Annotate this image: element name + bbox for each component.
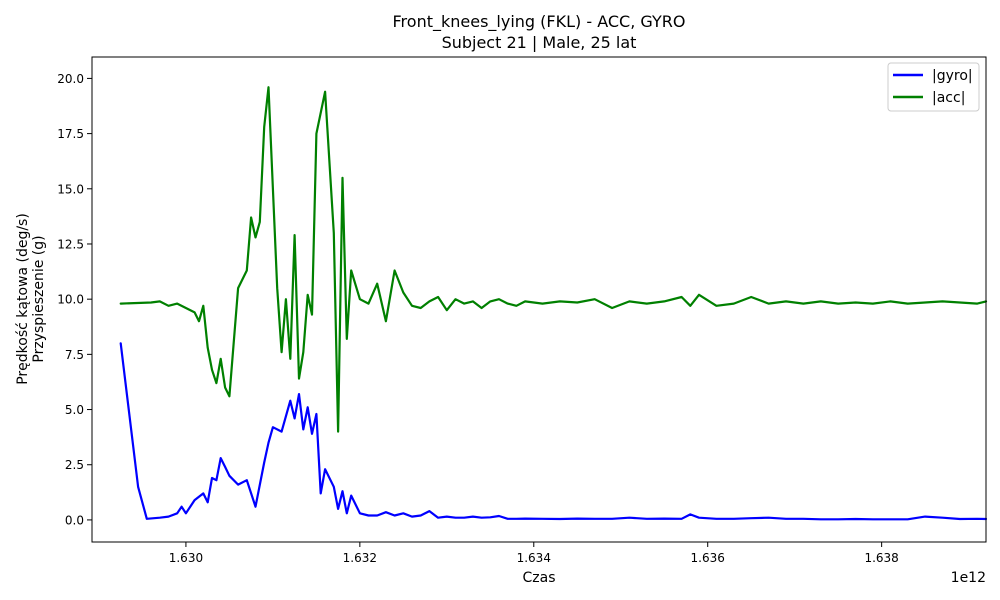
x-tick-label: 1.636 — [691, 551, 725, 565]
y-tick-label: 12.5 — [57, 237, 84, 251]
chart-subtitle: Subject 21 | Male, 25 lat — [442, 33, 637, 52]
y-tick-label: 20.0 — [57, 72, 84, 86]
x-offset-label: 1e12 — [951, 570, 986, 586]
x-axis-label: Czas — [523, 570, 556, 586]
y-tick-label: 15.0 — [57, 182, 84, 196]
y-tick-label: 10.0 — [57, 293, 84, 307]
series-layer — [119, 86, 988, 521]
y-tick-label: 5.0 — [65, 403, 84, 417]
series-line-acc — [119, 86, 988, 433]
ticks-layer: 1.630 1.632 1.634 1.636 1.638 0.0 2.5 5.0 7.5 10.… — [57, 72, 899, 565]
x-tick-label: 1.638 — [864, 551, 898, 565]
y-axis-label-2: Przyspieszenie (g) — [31, 235, 47, 362]
x-tick-label: 1.632 — [343, 551, 377, 565]
plot-area — [91, 56, 987, 543]
legend: |gyro| |acc| — [887, 62, 980, 112]
y-tick-label: 2.5 — [65, 458, 84, 472]
legend-label-acc: |acc| — [932, 90, 965, 106]
legend-label-gyro: |gyro| — [932, 68, 973, 84]
y-tick-label: 7.5 — [65, 348, 84, 362]
y-tick-label: 17.5 — [57, 127, 84, 141]
chart-title: Front_knees_lying (FKL) - ACC, GYRO — [393, 12, 686, 32]
x-tick-label: 1.634 — [517, 551, 551, 565]
x-tick-label: 1.630 — [169, 551, 203, 565]
y-axis-label-1: Prędkość kątowa (deg/s) — [15, 213, 31, 385]
series-line-gyro — [119, 342, 988, 521]
y-tick-label: 0.0 — [65, 513, 84, 527]
